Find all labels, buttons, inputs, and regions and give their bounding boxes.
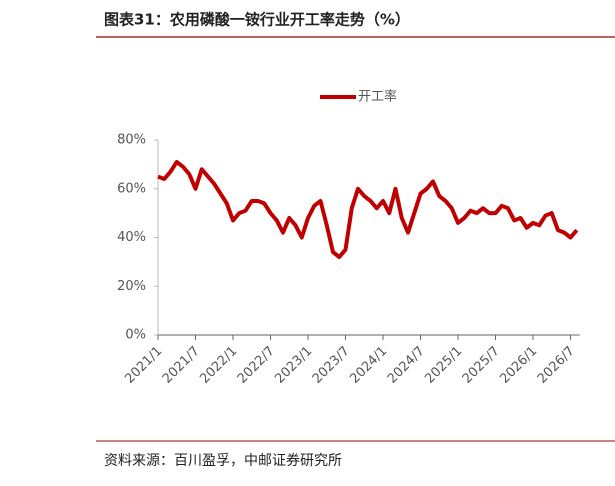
x-tick-label: 2024/7 [385, 344, 428, 387]
source: 资料来源：百川盈孚，中邮证券研究所 [104, 453, 342, 469]
x-tick-label: 2025/1 [422, 344, 465, 387]
x-tick-label: 2023/1 [272, 344, 315, 387]
legend-label: 开工率 [358, 89, 397, 105]
x-tick-label: 2026/1 [497, 344, 540, 387]
y-tick-label: 80% [117, 133, 146, 148]
x-tick-label: 2022/7 [235, 344, 278, 387]
x-tick-label: 2025/7 [460, 344, 503, 387]
x-tick-label: 2024/1 [347, 344, 390, 387]
y-tick-label: 20% [117, 279, 146, 294]
x-tick-label: 2023/7 [310, 344, 353, 387]
y-tick-label: 60% [117, 181, 146, 196]
x-tick-label: 2026/7 [535, 344, 578, 387]
y-tick-label: 0% [125, 328, 146, 343]
series-line [157, 159, 579, 259]
y-tick-label: 40% [117, 230, 146, 245]
x-tick-label: 2022/1 [197, 344, 240, 387]
chart-title: 图表31：农用磷酸一铵行业开工率走势（%） [104, 11, 410, 29]
x-tick-label: 2021/1 [122, 344, 165, 387]
x-tick-label: 2021/7 [160, 344, 203, 387]
